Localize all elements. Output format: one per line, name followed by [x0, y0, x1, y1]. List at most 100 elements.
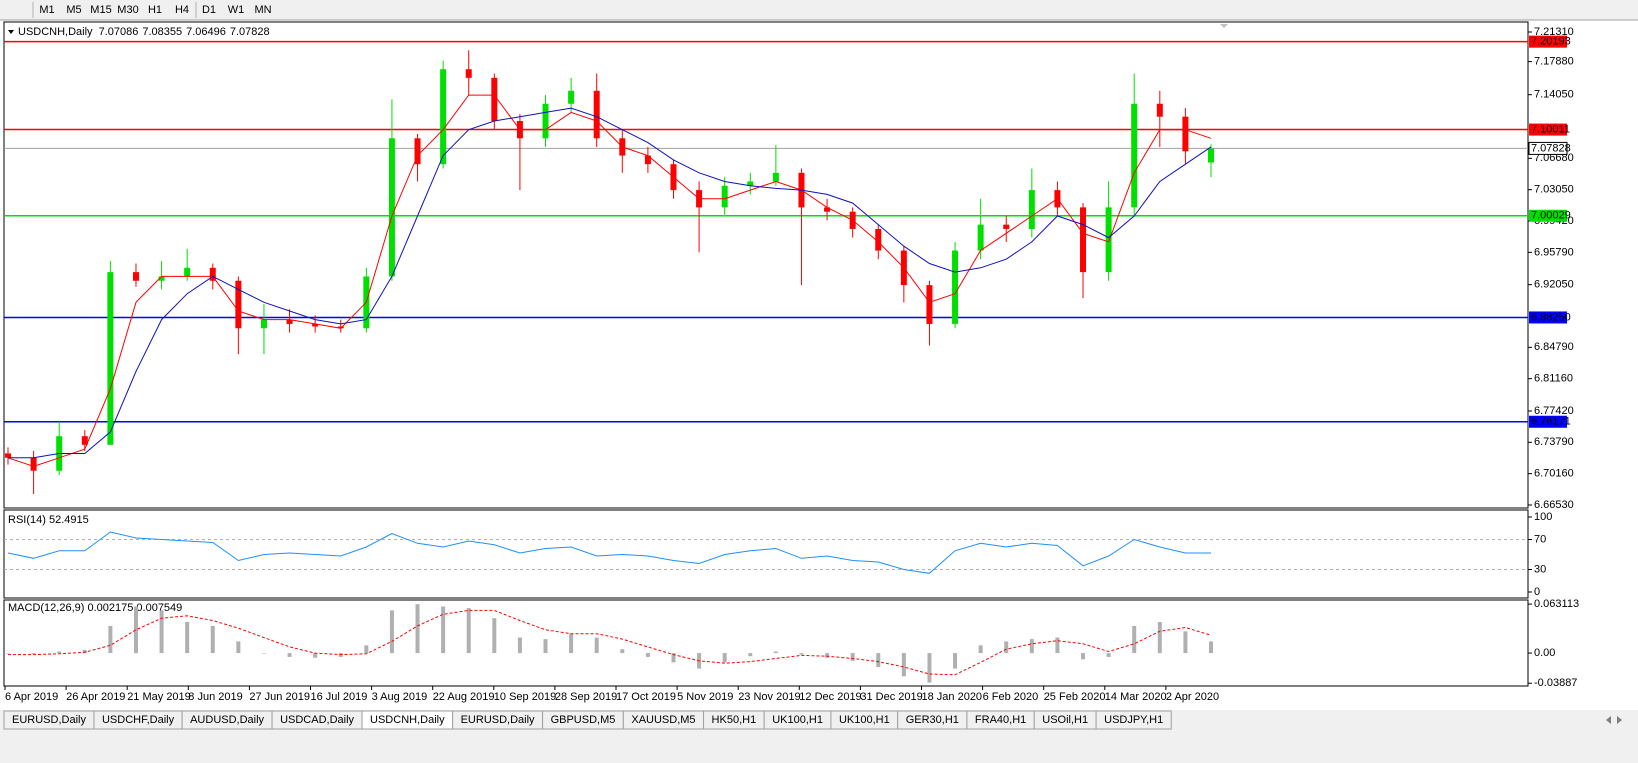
candle-body — [184, 267, 191, 277]
x-tick-label: 2 Apr 2020 — [1166, 691, 1219, 703]
price-panel — [3, 21, 1529, 509]
timeframe-button[interactable]: H4 — [175, 4, 189, 16]
x-tick-label: 27 Jun 2019 — [249, 691, 310, 703]
candle-body — [1003, 224, 1010, 229]
macd-bar — [1106, 653, 1111, 657]
tab-label[interactable]: USDCNH,Daily — [370, 714, 445, 726]
timeframe-button[interactable]: W1 — [228, 4, 245, 16]
y-tick-label: 7.14050 — [1534, 89, 1574, 101]
macd-bar — [671, 653, 676, 663]
tab-label[interactable]: UK100,H1 — [839, 714, 890, 726]
candle-body — [440, 69, 447, 165]
x-tick-label: 17 Oct 2019 — [616, 691, 676, 703]
candle-body — [1131, 103, 1138, 208]
candle-body — [30, 457, 37, 471]
candle-body — [1028, 190, 1035, 229]
level-price-label: 6.76171 — [1531, 416, 1571, 428]
tab-label[interactable]: HK50,H1 — [712, 714, 757, 726]
y-tick-label: 6.95790 — [1534, 246, 1574, 258]
y-tick-label: 6.77420 — [1534, 405, 1574, 417]
macd-title: MACD(12,26,9) 0.002175 0.007549 — [8, 602, 182, 614]
timeframe-button[interactable]: MN — [254, 4, 271, 16]
macd-bar — [722, 653, 727, 663]
timeframe-button[interactable]: M30 — [117, 4, 138, 16]
y-tick-label: 0 — [1534, 586, 1540, 598]
y-tick-label: 6.84790 — [1534, 341, 1574, 353]
x-tick-label: 10 Sep 2019 — [494, 691, 556, 703]
candle-body — [568, 90, 575, 104]
tab-label[interactable]: USDJPY,H1 — [1104, 714, 1163, 726]
candle-body — [132, 272, 139, 281]
timeframe-button[interactable]: D1 — [202, 4, 216, 16]
macd-panel — [3, 599, 1529, 687]
macd-bar — [466, 608, 471, 654]
macd-bar — [620, 649, 625, 654]
level-price-box — [1529, 415, 1567, 428]
candle-body — [952, 250, 959, 324]
y-tick-label: 0.063113 — [1534, 598, 1579, 610]
y-tick-label: 7.21310 — [1534, 26, 1574, 38]
macd-bar — [1004, 641, 1009, 654]
x-tick-label: 23 Nov 2019 — [738, 691, 800, 703]
candle-body — [747, 181, 754, 186]
x-tick-label: 22 Aug 2019 — [433, 691, 495, 703]
macd-bar — [876, 653, 881, 668]
macd-bar — [517, 637, 522, 654]
x-tick-label: 8 Jun 2019 — [188, 691, 242, 703]
rsi-title: RSI(14) 52.4915 — [8, 514, 89, 526]
y-tick-label: 70 — [1534, 533, 1546, 545]
y-tick-label: 100 — [1534, 511, 1552, 523]
tab-label[interactable]: USOil,H1 — [1042, 714, 1088, 726]
tab-label[interactable]: XAUUSD,M5 — [631, 714, 695, 726]
macd-bar — [748, 653, 753, 657]
macd-bar — [1055, 637, 1060, 654]
x-tick-label: 12 Dec 2019 — [799, 691, 861, 703]
tab-label[interactable]: FRA40,H1 — [975, 714, 1026, 726]
tab-label[interactable]: AUDUSD,Daily — [190, 714, 264, 726]
macd-bar — [543, 639, 548, 654]
candle-body — [414, 138, 421, 165]
quote-open: 7.07086 — [99, 26, 139, 38]
tab-label[interactable]: EURUSD,Daily — [12, 714, 86, 726]
level-price-label: 7.00029 — [1531, 210, 1571, 222]
timeframe-button[interactable]: M5 — [66, 4, 81, 16]
candle-body — [1105, 207, 1112, 273]
x-tick-label: 26 Apr 2019 — [66, 691, 125, 703]
candle-body — [1156, 103, 1163, 117]
macd-bar — [364, 645, 369, 654]
tab-label[interactable]: USDCAD,Daily — [280, 714, 354, 726]
timeframe-button[interactable]: M1 — [39, 4, 54, 16]
tab-label[interactable]: USDCHF,Daily — [102, 714, 175, 726]
moving-average — [8, 107, 1212, 459]
current-price-box — [1528, 141, 1568, 155]
tab-label[interactable]: UK100,H1 — [772, 714, 823, 726]
candle-body — [5, 453, 11, 458]
candle-body — [491, 77, 498, 122]
candle-body — [542, 103, 549, 139]
rsi-panel — [3, 509, 1529, 599]
candle-body — [337, 326, 344, 329]
y-tick-label: 7.06680 — [1534, 152, 1574, 164]
timeframe-button[interactable]: M15 — [90, 4, 111, 16]
timeframe-button[interactable]: H1 — [148, 4, 162, 16]
tab-label[interactable]: EURUSD,Daily — [461, 714, 535, 726]
macd-bar — [185, 622, 190, 654]
candle-body — [977, 224, 984, 251]
macd-bar — [953, 653, 958, 669]
macd-bar — [82, 649, 87, 654]
candle-body — [1182, 116, 1189, 152]
moving-average — [7, 94, 1212, 467]
candle-body — [926, 285, 933, 324]
x-tick-label: 3 Aug 2019 — [372, 691, 428, 703]
candle-body — [107, 272, 114, 445]
tab[interactable] — [1095, 710, 1172, 730]
candle-body — [721, 185, 728, 208]
tab-label[interactable]: GER30,H1 — [906, 714, 959, 726]
chart-header: USDCNH,Daily 7.07086 7.08355 7.06496 7.07828 — [18, 26, 270, 38]
tab-label[interactable]: GBPUSD,M5 — [551, 714, 616, 726]
x-tick-label: 31 Dec 2019 — [860, 691, 922, 703]
macd-bar — [236, 641, 241, 654]
tab-scroll[interactable] — [1606, 716, 1622, 724]
candle-body — [772, 172, 779, 182]
macd-bar — [773, 651, 778, 654]
